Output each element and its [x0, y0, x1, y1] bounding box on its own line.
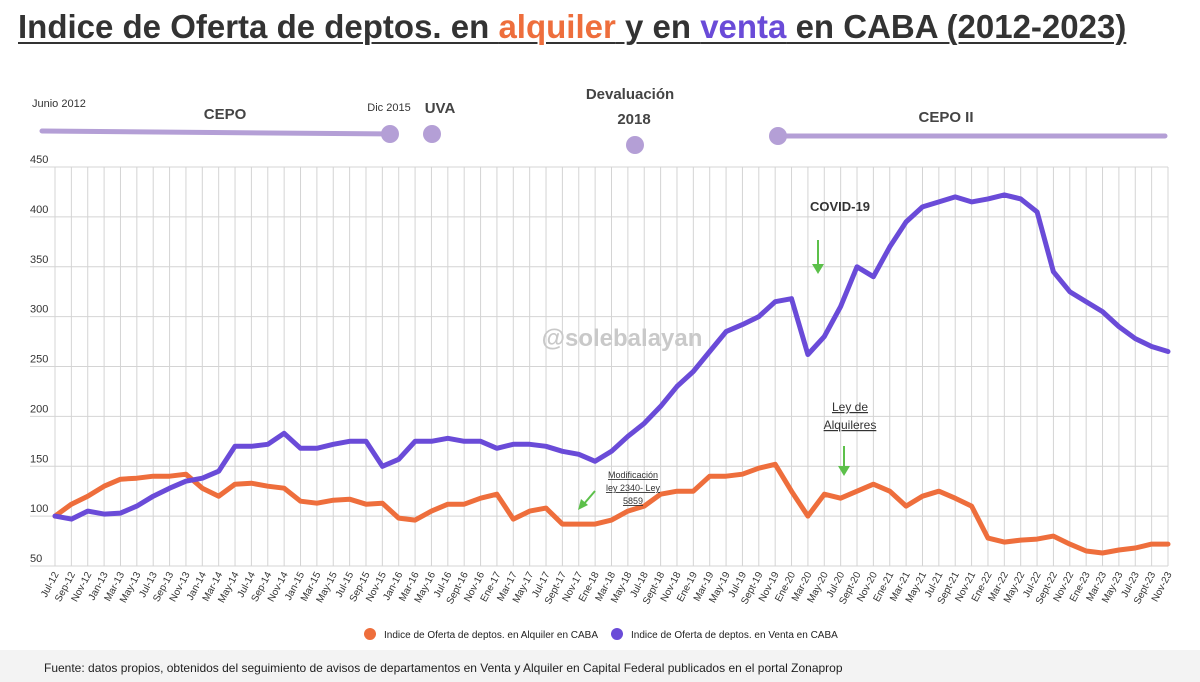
uva-label: UVA	[425, 100, 456, 117]
ley-label-2: Alquileres	[824, 418, 877, 432]
y-tick-label: 350	[30, 254, 48, 266]
title-alquiler: alquiler	[498, 8, 616, 45]
x-axis: Jul-12Sep-12Nov-12Jan-13Mar-13May-13Jul-…	[39, 570, 1175, 606]
covid-arrow-icon	[812, 264, 824, 274]
mod-label-2: ley 2340- Ley	[606, 483, 661, 493]
devaluacion-marker	[626, 136, 644, 154]
y-tick-label: 250	[30, 354, 48, 366]
devaluacion-year-label: 2018	[617, 111, 650, 128]
mod-arrow-icon	[578, 499, 588, 510]
chart-title: Indice de Oferta de deptos. en alquiler …	[18, 8, 1126, 46]
title-part-3: en CABA (2012-2023)	[786, 8, 1127, 45]
covid-label: COVID-19	[810, 199, 870, 214]
legend-alquiler-label: Indice de Oferta de deptos. en Alquiler …	[384, 630, 598, 641]
cepo-label: CEPO	[204, 106, 247, 123]
y-axis: 50 100 150 200 250 300 350 400 450	[30, 154, 48, 565]
alquiler-series-line	[52, 461, 1171, 556]
source-note: Fuente: datos propios, obtenidos del seg…	[44, 661, 843, 675]
y-tick-label: 400	[30, 204, 48, 216]
legend-venta-label: Indice de Oferta de deptos. en Venta en …	[631, 630, 838, 641]
title-part-1: Indice de Oferta de deptos. en	[18, 8, 499, 45]
dic2015-marker	[381, 125, 399, 143]
dic2015-label: Dic 2015	[367, 102, 410, 114]
title-part-2: y en	[615, 8, 701, 45]
y-tick-label: 450	[30, 154, 48, 166]
uva-marker	[423, 125, 441, 143]
junio2012-label: Junio 2012	[32, 98, 86, 110]
ley-label-1: Ley de	[832, 400, 868, 414]
legend-venta-marker	[611, 628, 623, 640]
chart-grid	[30, 166, 1169, 567]
footer: Fuente: datos propios, obtenidos del seg…	[0, 650, 1200, 682]
y-tick-label: 300	[30, 304, 48, 316]
cepo-timeline-bar	[39, 128, 393, 137]
cepo2-marker	[769, 127, 787, 145]
title-venta: venta	[700, 8, 787, 45]
mod-label-1: Modificación	[608, 470, 658, 480]
cepo2-label: CEPO II	[918, 109, 973, 126]
y-tick-label: 100	[30, 503, 48, 515]
mod-label-3: 5859	[623, 496, 643, 506]
venta-series-line	[52, 192, 1171, 522]
ley-arrow-icon	[838, 466, 850, 476]
y-tick-label: 200	[30, 403, 48, 415]
y-tick-label: 150	[30, 453, 48, 465]
watermark: @solebalayan	[542, 325, 703, 352]
legend-alquiler-marker	[364, 628, 376, 640]
chart-series	[52, 192, 1171, 556]
devaluacion-label: Devaluación	[586, 86, 674, 103]
y-tick-label: 50	[30, 553, 42, 565]
